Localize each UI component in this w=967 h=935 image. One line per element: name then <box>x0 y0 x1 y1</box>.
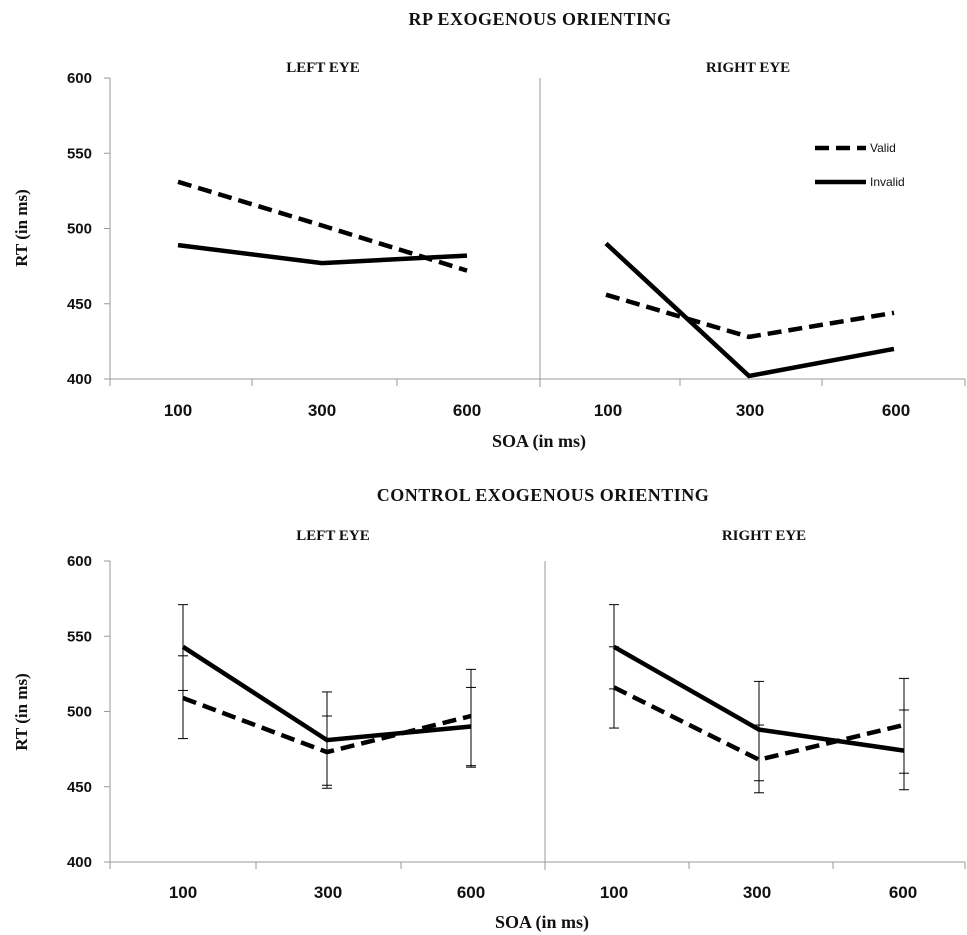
y-tick-label: 550 <box>67 628 92 645</box>
y-tick-label: 550 <box>67 145 92 162</box>
x-tick-label: 100 <box>164 401 192 420</box>
y-tick-label: 400 <box>67 371 92 388</box>
y-tick-label: 600 <box>67 70 92 87</box>
x-tick-label: 600 <box>889 883 917 902</box>
x-tick-label: 600 <box>457 883 485 902</box>
y-tick-label: 500 <box>67 221 92 238</box>
series-line-invalid <box>177 242 468 266</box>
legend-valid-label: Valid <box>870 141 896 155</box>
x-tick-label: 100 <box>600 883 628 902</box>
x-tick-label: 300 <box>314 883 342 902</box>
panel-control-right-eye: RIGHT EYE 100 300 600 <box>544 528 966 902</box>
bottom-section-title: CONTROL EXOGENOUS ORIENTING <box>377 485 710 505</box>
top-section-title: RP EXOGENOUS ORIENTING <box>408 9 671 29</box>
series-line-invalid <box>604 241 895 379</box>
y-tick-label: 450 <box>67 296 92 313</box>
x-tick-label: 600 <box>453 401 481 420</box>
y-tick-label: 400 <box>67 854 92 871</box>
x-tick-label: 100 <box>169 883 197 902</box>
panel-title: LEFT EYE <box>286 60 360 76</box>
x-tick-label: 300 <box>743 883 771 902</box>
series-line-valid <box>177 179 468 273</box>
y-tick-label: 600 <box>67 553 92 570</box>
panel-title: RIGHT EYE <box>722 528 806 544</box>
series-line-valid <box>605 292 895 340</box>
top-x-axis-label: SOA (in ms) <box>492 431 586 452</box>
panel-rp-right-eye: RIGHT EYE 100 300 600 <box>539 60 966 420</box>
panel-title: LEFT EYE <box>296 528 370 544</box>
x-tick-label: 100 <box>594 401 622 420</box>
x-tick-label: 600 <box>882 401 910 420</box>
panel-control-left-eye: LEFT EYE 400 450 500 550 600 100 300 600 <box>67 528 546 902</box>
series-line-valid <box>612 685 905 763</box>
legend-invalid-label: Invalid <box>870 175 905 189</box>
y-tick-label: 450 <box>67 779 92 796</box>
top-y-axis-label: RT (in ms) <box>12 189 31 267</box>
x-tick-label: 300 <box>308 401 336 420</box>
panel-rp-left-eye: LEFT EYE 400 450 500 550 600 100 300 600 <box>67 60 541 420</box>
panel-title: RIGHT EYE <box>706 60 790 76</box>
x-tick-label: 300 <box>736 401 764 420</box>
y-tick-label: 500 <box>67 704 92 721</box>
bottom-x-axis-label: SOA (in ms) <box>495 912 589 933</box>
bottom-y-axis-label: RT (in ms) <box>12 673 31 751</box>
